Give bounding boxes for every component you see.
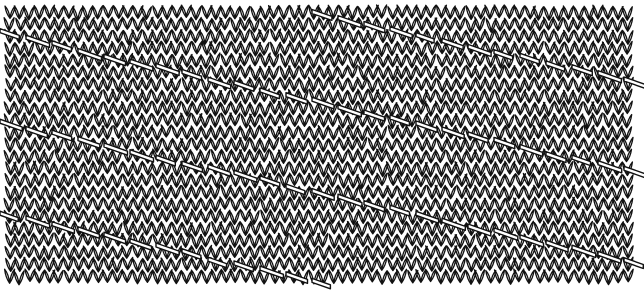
knit-illustration — [0, 0, 644, 294]
page: (() => { const data = JSON.parse(documen… — [0, 0, 644, 294]
